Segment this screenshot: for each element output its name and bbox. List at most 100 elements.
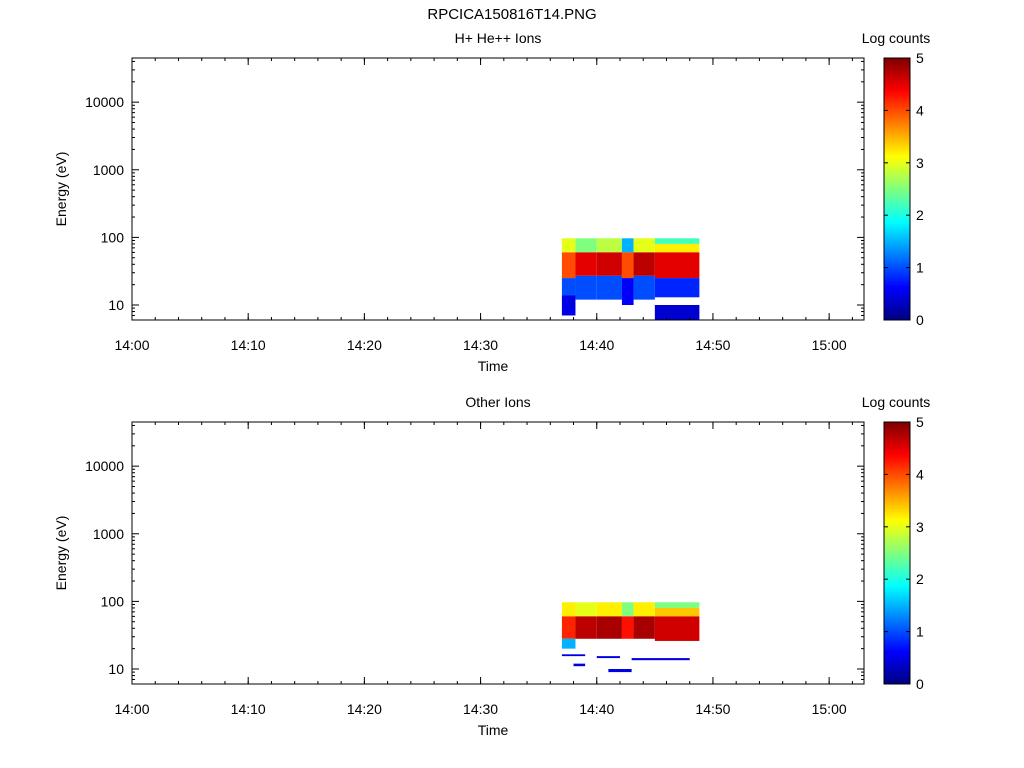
colorbar-slice <box>884 276 910 279</box>
colorbar-slice <box>884 637 910 641</box>
heatmap-cell <box>561 278 576 296</box>
colorbar-slice <box>884 517 910 521</box>
colorbar-slice <box>884 498 910 501</box>
x-tick-label: 14:10 <box>231 337 266 353</box>
heatmap-cell <box>654 278 700 298</box>
colorbar-slice <box>884 439 910 442</box>
colorbar-slice <box>884 223 910 227</box>
heatmap-cell <box>561 616 576 639</box>
colorbar-slice <box>884 286 910 290</box>
colorbar-slice <box>884 304 910 308</box>
colorbar-slice <box>884 465 910 469</box>
heatmap-cell <box>575 616 597 639</box>
panel-other-ions: Other Ions 14:00 14:10 14:20 14:30 14:40 14:50… <box>0 364 1024 744</box>
plot-frame <box>131 421 865 685</box>
colorbar-slice <box>884 186 910 190</box>
x-axis-label: Time <box>478 722 509 738</box>
colorbar-slice <box>884 578 910 582</box>
x-axis-label: Time <box>478 358 509 374</box>
colorbar-slice <box>884 206 910 209</box>
colorbar-slice <box>884 528 910 532</box>
colorbar-slice <box>884 214 910 218</box>
colorbar-slice <box>884 563 910 567</box>
x-tick-label: 14:20 <box>347 337 382 353</box>
colorbar-slice <box>884 530 910 534</box>
colorbar-slice <box>884 107 910 111</box>
colorbar-slice <box>884 482 910 486</box>
x-tick-label: 14:50 <box>695 337 730 353</box>
colorbar-slice <box>884 86 910 89</box>
colorbar-slice <box>884 489 910 493</box>
colorbar-slice <box>884 548 910 552</box>
colorbar-slice <box>884 535 910 539</box>
colorbar-slice <box>884 552 910 556</box>
colorbar-slice <box>884 300 910 303</box>
x-tick-label: 14:00 <box>114 701 149 717</box>
y-tick-label: 10000 <box>85 94 124 110</box>
colorbar-slice <box>884 269 910 273</box>
colorbar-slice <box>884 629 910 632</box>
x-tick-label: 14:50 <box>695 701 730 717</box>
x-tick-label: 14:00 <box>114 337 149 353</box>
colorbar-slice <box>884 611 910 615</box>
heatmap-cell <box>631 658 690 661</box>
colorbar-slice <box>884 99 910 102</box>
colorbar-slice <box>884 661 910 665</box>
colorbar-slice <box>884 140 910 144</box>
colorbar-slice <box>884 589 910 593</box>
chart-other-ions: Other Ions 14:00 14:10 14:20 14:30 14:40 14:50… <box>53 394 930 738</box>
colorbar-slice <box>884 653 910 656</box>
heatmap-cell <box>596 616 622 639</box>
colorbar-slice <box>884 469 910 473</box>
colorbar-slice <box>884 672 910 676</box>
colorbar-slice <box>884 609 910 613</box>
colorbar-slice <box>884 127 910 131</box>
colorbar-slice <box>884 258 910 262</box>
colorbar-slice <box>884 199 910 203</box>
colorbar-slice <box>884 522 910 525</box>
colorbar-slice <box>884 655 910 659</box>
colorbar-slice <box>884 454 910 458</box>
colorbar-slice <box>884 679 910 683</box>
colorbar-slice <box>884 587 910 591</box>
colorbar-slice <box>884 278 910 281</box>
y-tick-label: 1000 <box>93 162 124 178</box>
colorbar-slice <box>884 160 910 164</box>
colorbar-slice <box>884 515 910 519</box>
colorbar-slice <box>884 539 910 543</box>
colorbar-slice <box>884 450 910 453</box>
heatmap-cell <box>654 607 700 617</box>
colorbar-slice <box>884 317 910 321</box>
colorbar-slice <box>884 592 910 595</box>
colorbar-slice <box>884 642 910 645</box>
colorbar-slice <box>884 570 910 573</box>
colorbar-slice <box>884 114 910 118</box>
y-axis-label: Energy (eV) <box>53 152 69 227</box>
colorbar-slice <box>884 646 910 650</box>
heatmap-cell <box>621 252 634 279</box>
heatmap-cell <box>575 238 597 253</box>
colorbar-slice <box>884 153 910 157</box>
heatmap-cell <box>654 243 700 253</box>
colorbar-slice <box>884 631 910 635</box>
heatmap-cell <box>633 252 655 276</box>
colorbar-slice <box>884 452 910 456</box>
colorbar-slice <box>884 509 910 512</box>
heatmap-cell <box>608 669 632 673</box>
colorbar-slice <box>884 203 910 207</box>
colorbar-slice <box>884 92 910 96</box>
plot-frame <box>131 57 865 321</box>
colorbar-slice <box>884 75 910 78</box>
heatmap-cell <box>596 238 622 253</box>
colorbar-slice <box>884 110 910 113</box>
colorbar-slice <box>884 247 910 251</box>
colorbar-tick-label: 1 <box>916 624 924 640</box>
colorbar-slice <box>884 306 910 310</box>
colorbar-slice <box>884 173 910 177</box>
x-tick-label: 14:30 <box>463 337 498 353</box>
colorbar-slice <box>884 519 910 523</box>
colorbar-slice <box>884 177 910 181</box>
x-tick-label: 14:30 <box>463 701 498 717</box>
colorbar-slice <box>884 59 910 63</box>
colorbar-slice <box>884 147 910 150</box>
